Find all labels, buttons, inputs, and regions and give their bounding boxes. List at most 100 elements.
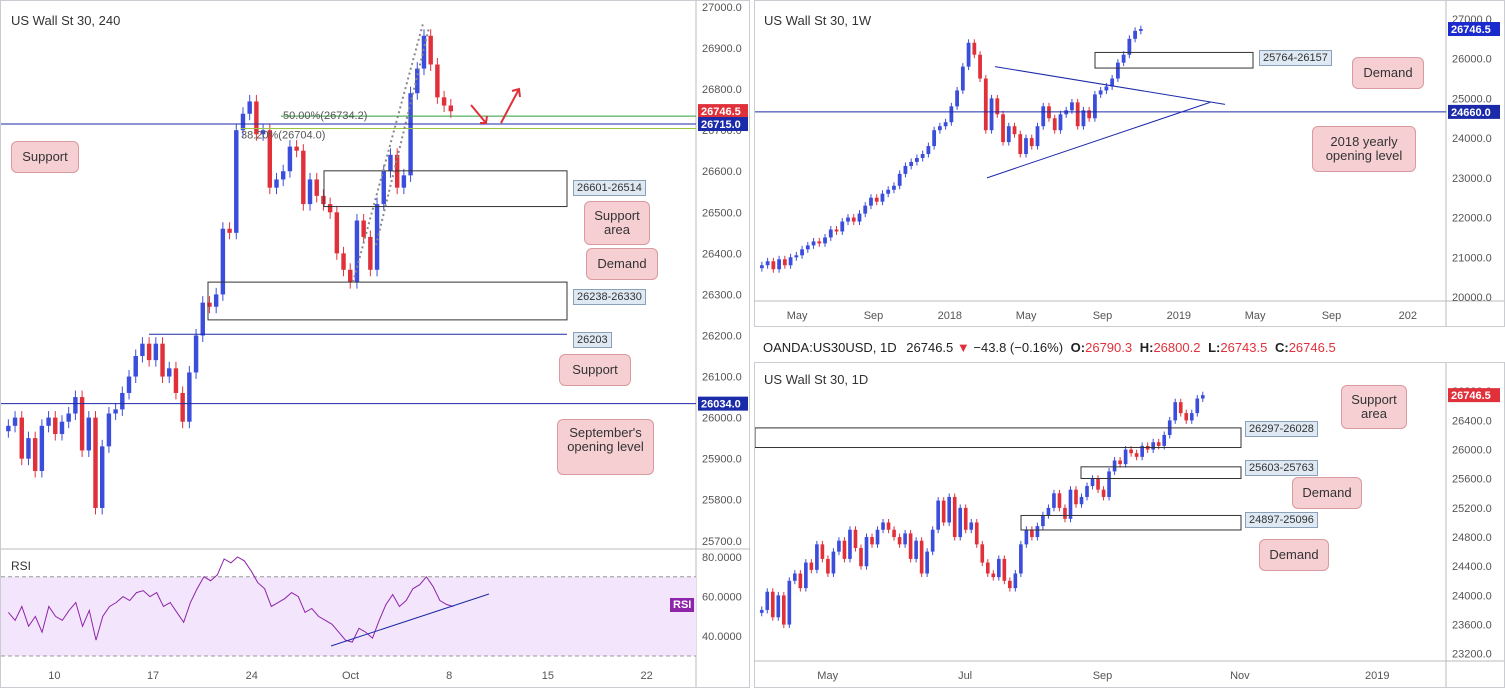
weekly-candle-body <box>897 173 902 186</box>
daily-candle-body <box>919 540 924 574</box>
weekly-candle-body <box>966 42 971 67</box>
daily-candle-body <box>1140 445 1144 457</box>
weekly-candle-body <box>874 197 879 202</box>
daily-candle-body <box>776 595 781 618</box>
h4-y-tick-label: 25700.0 <box>702 536 742 548</box>
weekly-candle-body <box>1133 30 1138 39</box>
h4-candle-body <box>126 376 132 393</box>
daily-candle-body <box>897 537 902 545</box>
weekly-candle-body <box>834 229 839 232</box>
yearly-open-callout: 2018 yearly opening level <box>1312 126 1416 172</box>
weekly-candle-body <box>892 185 896 190</box>
daily-candle-body <box>1129 449 1133 454</box>
daily-candle-body <box>1151 442 1155 450</box>
h4-demand-zone-label: 26238-26330 <box>573 289 646 305</box>
weekly-demand-callout: Demand <box>1352 57 1424 89</box>
weekly-candle-body <box>949 106 954 123</box>
h4-candle-body <box>227 228 232 233</box>
daily-candle-body <box>848 529 852 559</box>
h4-chart-svg[interactable]: 25700.0 25800.0 25900.0 26000.0 26100.0 26200… <box>1 1 750 688</box>
daily-candle-body <box>914 540 918 559</box>
daily-candle-body <box>759 609 764 613</box>
support-h4-callout: Support <box>559 354 631 386</box>
daily-candle-body <box>1035 526 1040 538</box>
h4-candle-body <box>368 236 373 270</box>
h4-candle-body <box>6 425 11 432</box>
daily-candle-body <box>892 529 896 538</box>
daily-candle-body <box>1107 471 1111 497</box>
h4-x-tick-label: 24 <box>246 670 258 682</box>
daily-y-tick-label: 23200.0 <box>1452 649 1492 661</box>
weekly-candle-body <box>1041 106 1046 127</box>
weekly-candle-body <box>1104 86 1109 91</box>
h4-candle-body <box>99 446 105 508</box>
h4-candle-body <box>167 368 172 377</box>
weekly-candle-body <box>840 221 845 232</box>
daily-candle-body <box>1112 460 1117 472</box>
h4-y-tick-label: 26500.0 <box>702 207 742 219</box>
weekly-candle-body <box>1121 54 1126 63</box>
daily-candle-body <box>820 544 825 559</box>
h4-candle-body <box>435 64 440 98</box>
h4-chart-panel[interactable]: US Wall St 30, 240 25700.0 25800.0 25900.0… <box>0 0 750 688</box>
weekly-candle-body <box>1052 118 1057 131</box>
h4-candle-body <box>53 417 58 435</box>
weekly-candle-body <box>1081 110 1086 127</box>
weekly-candle-body <box>1024 138 1028 155</box>
weekly-candle-body <box>886 189 891 194</box>
daily-zone-box <box>755 427 1242 449</box>
weekly-candle-body <box>1127 38 1132 55</box>
h4-candle-body <box>348 269 353 283</box>
weekly-y-tick-label: 24000.0 <box>1452 133 1492 145</box>
h4-y-tick-label: 26900.0 <box>702 43 742 55</box>
daily-candle-body <box>831 551 836 574</box>
daily-candle-body <box>1101 489 1106 497</box>
red-down-arrow-icon <box>470 104 488 124</box>
weekly-candle-body <box>983 78 988 131</box>
support-left-callout: Support <box>11 141 79 173</box>
red-up-arrow-icon <box>500 87 521 124</box>
weekly-candle-body <box>811 241 816 246</box>
h4-candle-body <box>321 195 326 205</box>
weekly-candle-body <box>1012 126 1017 135</box>
daily-candle-body <box>781 595 786 625</box>
h4-y-tick-label: 27000.0 <box>702 2 742 14</box>
daily-y-tick-label: 24000.0 <box>1452 590 1492 602</box>
daily-candle-body <box>1123 449 1128 465</box>
weekly-candle-body <box>828 229 833 238</box>
h4-support-level-label: 26203 <box>573 332 612 348</box>
daily-chart-svg[interactable]: 23200.0 23600.0 24000.0 24400.0 24800.0 25200… <box>755 363 1505 688</box>
h4-candle-body <box>32 438 38 471</box>
h4-candle-body <box>294 146 299 151</box>
daily-candle-body <box>947 496 952 523</box>
h4-candle-body <box>93 417 98 508</box>
daily-demand1-callout: Demand <box>1292 477 1362 509</box>
h4-candle-body <box>187 372 192 422</box>
daily-chart-panel[interactable]: US Wall St 30, 1D 23200.0 23600.0 24000.0 2… <box>754 362 1505 688</box>
weekly-chart-svg[interactable]: 20000.0 21000.0 22000.0 23000.0 24000.0 25000… <box>755 1 1505 327</box>
daily-candle-body <box>886 522 891 530</box>
h4-y-tick-label: 26100.0 <box>702 372 742 384</box>
weekly-candle-body <box>1035 126 1040 147</box>
weekly-chart-panel[interactable]: US Wall St 30, 1W 20000.0 21000.0 22000.0 2… <box>754 0 1505 327</box>
fib38-label: 38.20%(26704.0) <box>241 130 325 142</box>
daily-candle-body <box>853 529 858 548</box>
weekly-candle-body <box>788 257 793 266</box>
h4-candle-body <box>260 130 266 135</box>
h4-chart-title: US Wall St 30, 240 <box>11 13 121 28</box>
h4-candle-body <box>73 397 78 414</box>
weekly-candle-body <box>771 261 776 270</box>
daily-y-tick-label: 24800.0 <box>1452 532 1492 544</box>
weekly-x-tick-label: Sep <box>1322 310 1342 322</box>
h4-candle-body <box>388 154 393 172</box>
weekly-candle-body <box>972 42 977 55</box>
h4-candle-body <box>415 68 420 94</box>
weekly-x-tick-label: Sep <box>1093 310 1113 322</box>
daily-candle-body <box>826 558 830 574</box>
daily-price-tag <box>1448 388 1500 403</box>
h4-y-tick-label: 25800.0 <box>702 495 742 507</box>
daily-info-low: 26743.5 <box>1220 340 1268 355</box>
weekly-candle-body <box>777 259 781 270</box>
daily-candle-body <box>837 540 841 552</box>
demand-h4-callout: Demand <box>586 248 658 280</box>
